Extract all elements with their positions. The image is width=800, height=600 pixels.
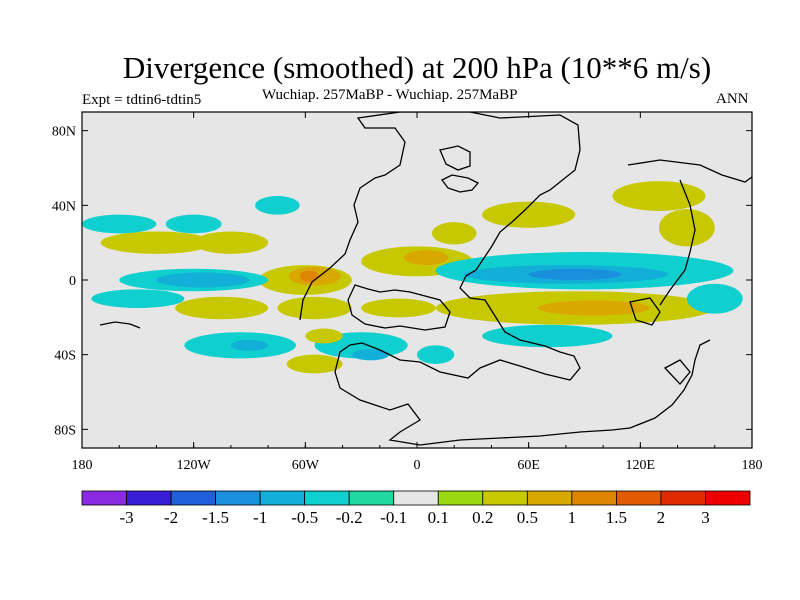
coastline	[629, 297, 661, 326]
contour-region	[305, 328, 343, 344]
colorbar-swatch	[215, 490, 261, 506]
contour-region	[82, 214, 157, 234]
x-tick-label: 180	[72, 458, 93, 473]
season-label: ANN	[716, 91, 749, 107]
contour-region	[351, 349, 390, 361]
colorbar-label: 0.2	[472, 508, 493, 527]
contour-region	[403, 250, 449, 266]
experiment-label: Expt = tdtin6-tdtin5	[82, 92, 202, 108]
y-tick-label: 40N	[52, 199, 76, 214]
colorbar-swatch	[705, 490, 751, 506]
colorbar-swatch	[482, 490, 528, 506]
coastline	[439, 145, 471, 171]
y-tick-label: 0	[69, 274, 76, 289]
colorbar-swatch	[437, 490, 484, 506]
contour-region	[286, 354, 343, 374]
colorbar-label: -2	[164, 508, 178, 527]
colorbar-label: 2	[657, 508, 666, 527]
y-tick-label: 40S	[54, 349, 76, 364]
x-tick-label: 60E	[517, 458, 540, 473]
colorbar-label: -0.5	[291, 508, 318, 527]
colorbar-label: 1.5	[606, 508, 627, 527]
contour-region	[537, 300, 650, 316]
contour-region	[100, 231, 213, 254]
coastline	[627, 159, 752, 183]
colorbar-swatch	[571, 490, 617, 506]
colorbar-label: 3	[701, 508, 710, 527]
contour-region	[686, 283, 743, 314]
coastline	[663, 359, 691, 385]
contour-region	[482, 201, 576, 228]
chart-title: Divergence (smoothed) at 200 hPa (10**6 …	[122, 50, 712, 85]
colorbar-label: -3	[119, 508, 133, 527]
colorbar-label: -1	[253, 508, 267, 527]
colorbar-label: -0.2	[336, 508, 363, 527]
colorbar-swatch	[393, 490, 439, 506]
contour-region	[612, 181, 706, 211]
colorbar-swatch	[304, 490, 350, 506]
contour-region	[528, 268, 622, 280]
contour-region	[361, 298, 436, 318]
contour-region	[91, 289, 185, 308]
colorbar-label: -1.5	[202, 508, 229, 527]
divergence-field	[82, 181, 743, 374]
coastline	[299, 112, 711, 446]
y-tick-label: 80S	[54, 423, 76, 438]
colorbar-swatch	[616, 490, 662, 506]
contour-region	[482, 324, 613, 348]
colorbar-swatch	[126, 490, 172, 506]
colorbar-label: 0.1	[428, 508, 449, 527]
colorbar-swatch	[259, 490, 306, 506]
x-tick-label: 120E	[626, 458, 656, 473]
colorbar-swatch	[170, 490, 216, 506]
colorbar-swatch	[526, 490, 573, 506]
contour-region	[165, 214, 222, 234]
coastline	[99, 321, 141, 329]
contour-region	[175, 296, 269, 320]
x-tick-label: 0	[414, 458, 421, 473]
contour-region	[156, 272, 250, 288]
y-tick-label: 80N	[52, 125, 76, 140]
colorbar: -3 -2 -1.5 -1 -0.5 -0.2 -0.1 0.1 0.2 0.5 1 1.5 2 3	[81, 490, 751, 527]
contour-region	[658, 209, 715, 247]
coastline	[441, 174, 480, 193]
colorbar-label: -0.1	[380, 508, 407, 527]
coastline-layer	[99, 112, 752, 446]
contour-region	[230, 339, 269, 351]
coastline	[347, 284, 451, 331]
x-tick-label: 60W	[292, 458, 320, 473]
colorbar-swatch	[81, 490, 127, 506]
colorbar-swatch	[660, 490, 706, 506]
colorbar-label: 1	[568, 508, 577, 527]
contour-region	[417, 345, 455, 364]
x-tick-label: 120W	[177, 458, 212, 473]
colorbar-label: 0.5	[517, 508, 538, 527]
y-axis: 80N 40N 0 40S 80S	[52, 125, 752, 438]
contour-region	[277, 296, 352, 320]
comparison-label: Wuchiap. 257MaBP - Wuchiap. 257MaBP	[262, 87, 518, 103]
contour-region	[193, 231, 269, 254]
x-axis: 180 120W 60W 0 60E 120E 180	[72, 112, 763, 473]
coastline	[659, 179, 696, 306]
contour-region	[431, 222, 477, 245]
contour-region	[299, 270, 319, 282]
x-tick-label: 180	[742, 458, 763, 473]
colorbar-swatch	[348, 490, 395, 506]
contour-region	[255, 196, 300, 215]
